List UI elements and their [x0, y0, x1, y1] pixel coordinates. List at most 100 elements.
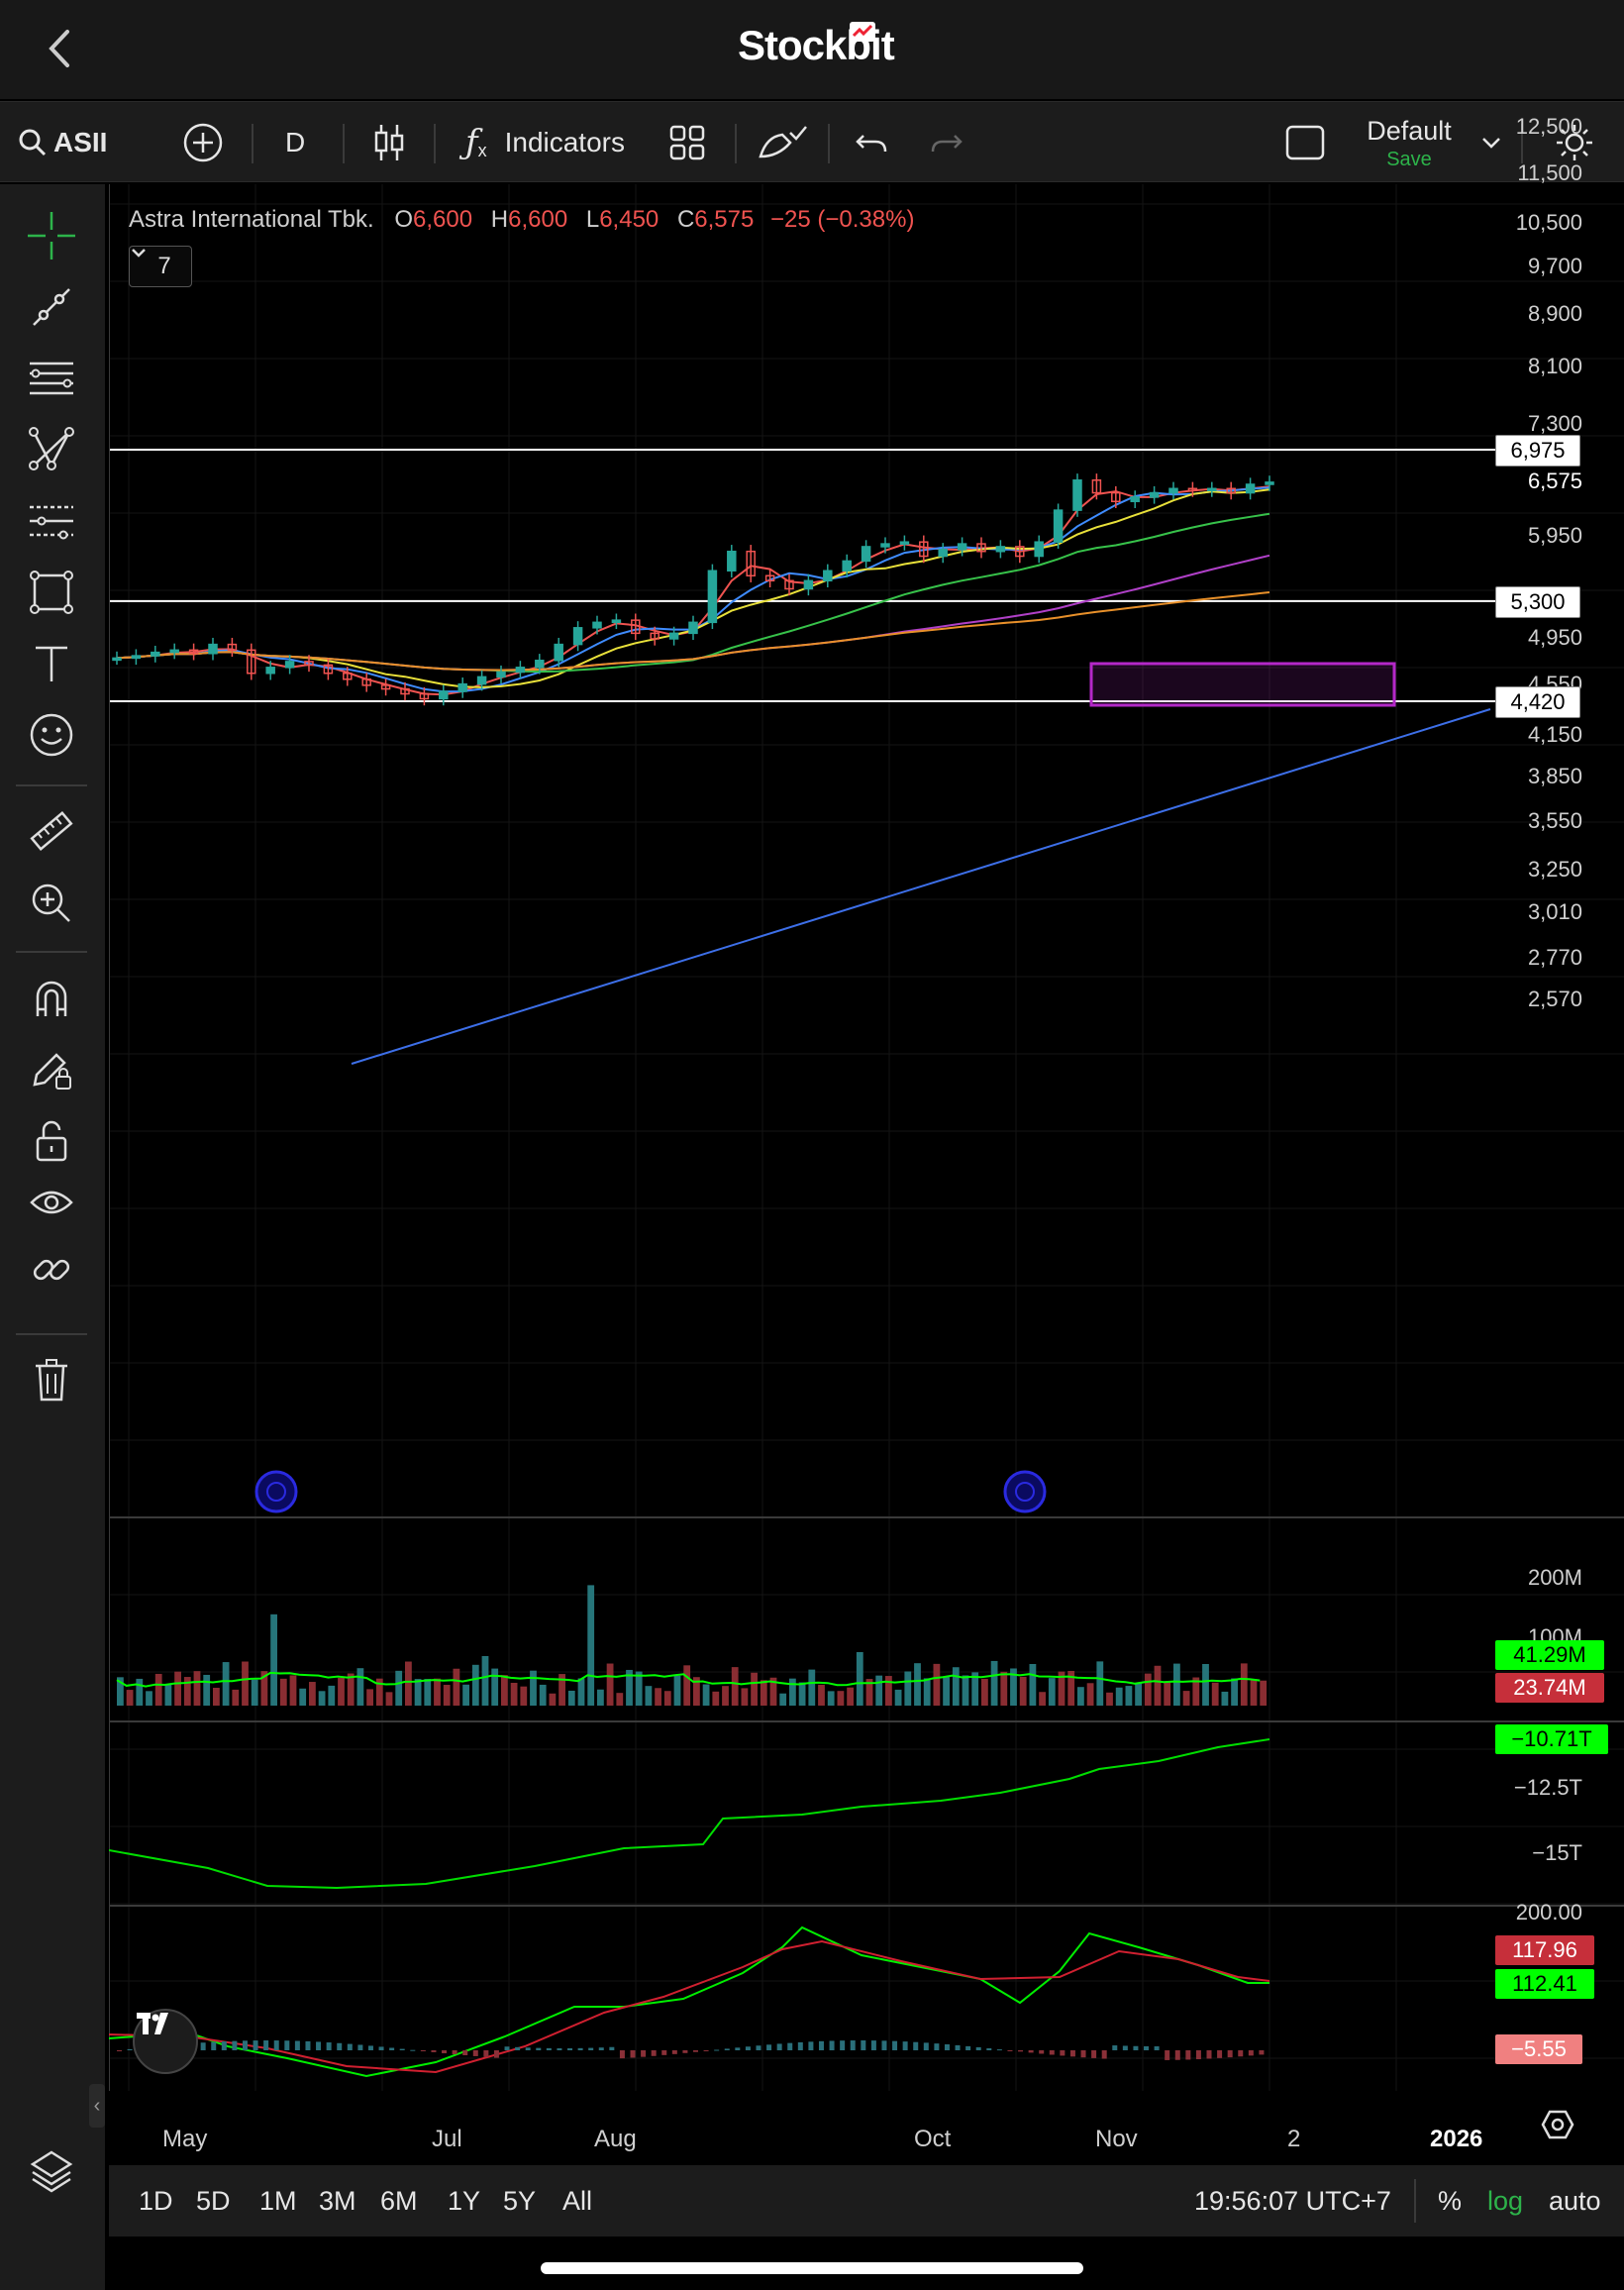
trendline-tool[interactable] — [22, 279, 81, 335]
range-button-1d[interactable]: 1D — [139, 2186, 173, 2216]
histogram-bar — [870, 2040, 876, 2050]
redo-button[interactable] — [929, 102, 964, 183]
toolbar-divider — [252, 124, 254, 163]
event-marker[interactable] — [1003, 1470, 1047, 1513]
time-tick: May — [162, 2126, 208, 2152]
range-button-5d[interactable]: 5D — [196, 2186, 231, 2216]
chart-area[interactable]: Astra International Tbk. O6,600 H6,600 L… — [109, 114, 1624, 2155]
volume-bar — [375, 1678, 383, 1706]
lock-all-tool[interactable] — [22, 1113, 81, 1169]
panel-axis-tick: 200.00 — [1515, 1900, 1582, 1925]
range-button-5y[interactable]: 5Y — [503, 2186, 537, 2216]
compare-button[interactable] — [182, 102, 224, 183]
log-toggle[interactable]: log — [1487, 2186, 1524, 2216]
range-button-6m[interactable]: 6M — [380, 2186, 418, 2216]
object-tree-button[interactable] — [22, 2143, 81, 2199]
candle-body — [631, 619, 641, 635]
undo-button[interactable] — [854, 102, 889, 183]
histogram-bar — [389, 2047, 395, 2050]
drawing-templates-button[interactable] — [757, 102, 808, 183]
layout-dropdown[interactable] — [1479, 102, 1503, 183]
save-label[interactable]: Save — [1386, 149, 1432, 170]
volume-bar — [328, 1685, 336, 1706]
candle-body — [1245, 483, 1256, 494]
text-tool[interactable] — [22, 636, 81, 691]
theme-toggle[interactable] — [1555, 102, 1594, 183]
interval-button[interactable]: D — [285, 127, 306, 157]
home-indicator — [541, 2262, 1083, 2274]
chart-type-button[interactable] — [372, 102, 406, 183]
event-marker[interactable] — [254, 1470, 298, 1513]
volume-bar — [683, 1665, 691, 1706]
hide-tool[interactable] — [22, 1175, 81, 1230]
lock-drawing-tool[interactable] — [22, 1042, 81, 1097]
measure-tool[interactable] — [22, 804, 81, 860]
zoom-tool[interactable] — [22, 876, 81, 931]
brush-check-icon — [759, 126, 807, 158]
candle-body — [1168, 487, 1178, 494]
pattern-tool[interactable] — [22, 422, 81, 477]
layout-select[interactable]: Default Save — [1355, 116, 1464, 171]
fib-tool[interactable] — [22, 351, 81, 406]
auto-toggle[interactable]: auto — [1549, 2186, 1601, 2216]
histogram-bar — [1154, 2046, 1160, 2050]
volume-bar — [530, 1670, 537, 1706]
link-tool[interactable] — [22, 1242, 81, 1298]
tradingview-logo[interactable] — [133, 2009, 198, 2074]
histogram-bar — [305, 2040, 311, 2050]
candle-body — [400, 687, 410, 695]
magnet-tool[interactable] — [22, 971, 81, 1026]
panel-axis-tick: −15T — [1532, 1840, 1582, 1865]
volume-bar — [481, 1656, 489, 1706]
layout-grid-button[interactable] — [669, 102, 705, 183]
volume-bar — [962, 1675, 969, 1706]
volume-bar — [1260, 1680, 1268, 1706]
volume-bar — [990, 1660, 998, 1706]
candle-body — [1226, 487, 1236, 494]
volume-bar — [626, 1669, 633, 1706]
range-button-all[interactable]: All — [562, 2186, 593, 2216]
histogram-bar — [630, 2050, 636, 2058]
volume-bar — [779, 1693, 787, 1706]
symbol-search[interactable]: ASII — [18, 102, 107, 183]
range-button-1y[interactable]: 1Y — [448, 2186, 481, 2216]
projection-tool[interactable] — [22, 493, 81, 549]
range-button-3m[interactable]: 3M — [319, 2186, 356, 2216]
volume-bar — [702, 1684, 710, 1706]
tv-logo-icon — [137, 2013, 168, 2034]
time-tick: Aug — [594, 2126, 637, 2152]
oscillator-line — [109, 1926, 1269, 2078]
crosshair-tool[interactable] — [22, 208, 81, 263]
delete-tool[interactable] — [22, 1353, 81, 1408]
legend-o-label: O — [394, 206, 414, 233]
sidebar-divider — [16, 951, 87, 953]
histogram-bar — [1206, 2050, 1212, 2059]
emoji-tool[interactable] — [22, 707, 81, 763]
volume-bar — [693, 1677, 700, 1706]
volume-bar — [232, 1689, 240, 1706]
volume-bar — [260, 1671, 268, 1706]
indicators-collapse-button[interactable]: 7 — [129, 246, 192, 287]
candle-body — [1207, 487, 1217, 492]
histogram-bar — [483, 2050, 489, 2057]
price-tick: 6,975 — [1495, 435, 1580, 467]
candle-body — [688, 621, 698, 635]
volume-bar — [1164, 1682, 1171, 1706]
obv-tag: −10.71T — [1495, 1724, 1608, 1754]
candle-body — [188, 649, 199, 655]
candle-body — [976, 543, 986, 553]
volume-bar — [1202, 1664, 1209, 1706]
resistance-zone-rectangle[interactable] — [1089, 662, 1396, 707]
trend-line[interactable] — [351, 708, 1491, 1065]
sidebar-collapse-handle[interactable]: ‹ — [89, 2084, 105, 2128]
percent-toggle[interactable]: % — [1438, 2186, 1463, 2216]
histogram-bar — [682, 2050, 688, 2053]
histogram-bar — [1248, 2050, 1254, 2056]
fullscreen-button[interactable] — [1285, 102, 1325, 183]
histogram-bar — [1039, 2050, 1045, 2054]
price-chart-svg[interactable] — [109, 184, 1624, 2155]
rectangle-tool[interactable] — [22, 565, 81, 620]
back-icon[interactable] — [40, 24, 79, 73]
range-button-1m[interactable]: 1M — [259, 2186, 297, 2216]
